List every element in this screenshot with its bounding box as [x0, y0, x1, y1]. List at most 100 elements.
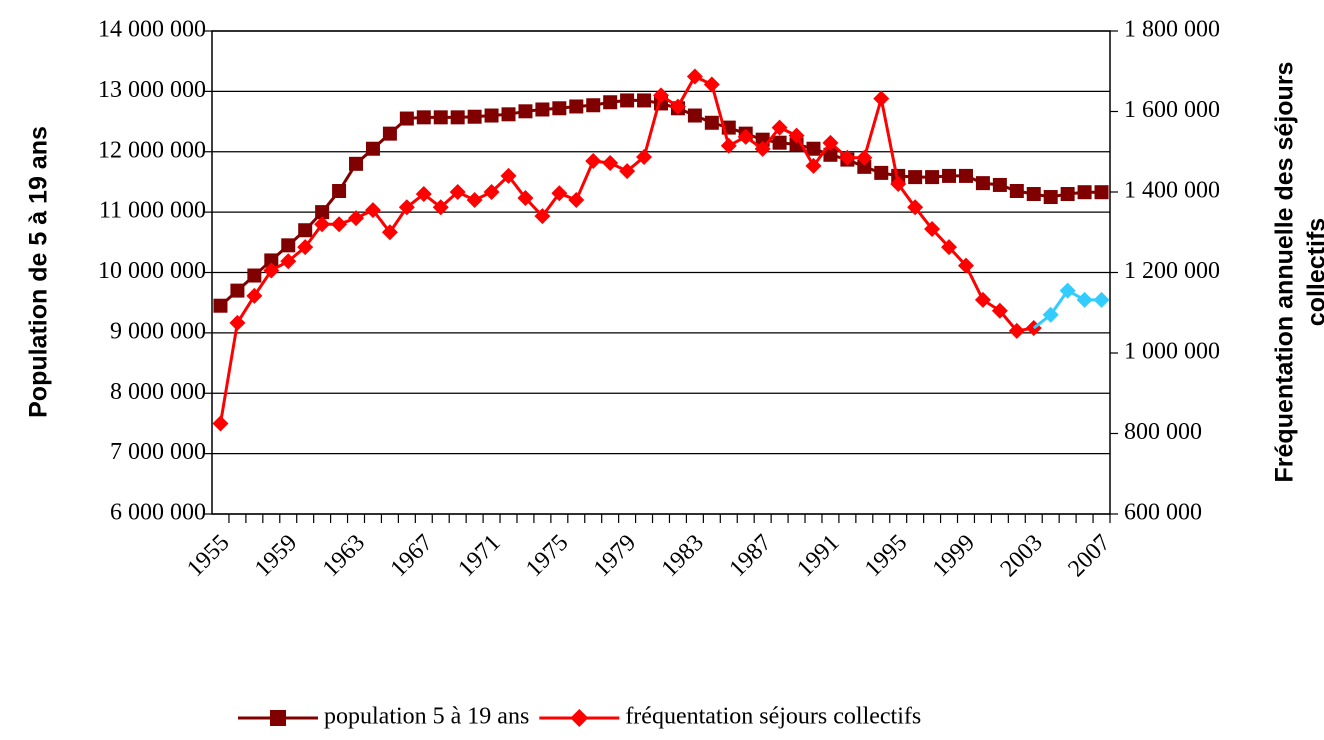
marker — [636, 148, 653, 165]
marker — [873, 90, 890, 107]
marker — [483, 184, 500, 200]
marker — [857, 159, 872, 174]
marker — [382, 126, 397, 141]
legend-marker — [570, 709, 589, 727]
marker — [703, 76, 720, 93]
marker — [805, 157, 822, 174]
legend-marker — [270, 710, 286, 726]
marker — [1009, 183, 1024, 198]
marker — [246, 287, 263, 304]
y-tick-label: 8 000 000 — [110, 379, 206, 405]
marker — [280, 253, 297, 270]
x-tick-label: 1991 — [792, 530, 844, 582]
marker — [315, 205, 330, 220]
marker — [364, 202, 381, 219]
x-tick-label: 1987 — [724, 530, 776, 582]
y-tick-label: 13 000 000 — [98, 77, 206, 103]
marker — [974, 291, 991, 308]
marker — [957, 257, 974, 274]
marker — [992, 177, 1007, 192]
x-tick-label: 1979 — [589, 530, 641, 582]
marker — [1008, 322, 1025, 339]
marker — [399, 111, 414, 126]
marker — [551, 185, 568, 202]
y-tick-label: 14 000 000 — [98, 17, 206, 43]
marker — [281, 238, 296, 253]
series-line — [218, 74, 1034, 424]
x-tick-label: 1983 — [657, 530, 709, 582]
marker — [619, 163, 636, 180]
legend-label: fréquentation séjours collectifs — [625, 704, 921, 730]
marker — [1043, 190, 1058, 205]
marker — [348, 210, 365, 227]
marker — [788, 127, 805, 144]
marker — [518, 104, 533, 119]
marker — [890, 175, 907, 192]
marker — [958, 168, 973, 183]
marker — [620, 93, 635, 108]
x-tick-label: 1971 — [453, 530, 505, 582]
marker — [568, 192, 585, 209]
marker — [653, 87, 669, 104]
marker — [1060, 187, 1075, 202]
y2-tick-label: 1 400 000 — [1124, 178, 1220, 204]
marker — [856, 149, 873, 166]
marker — [687, 108, 702, 123]
y-tick-label: 10 000 000 — [98, 258, 206, 284]
marker — [449, 184, 466, 200]
y2-axis-title: Fréquentation annuelle des séjours — [1271, 62, 1299, 483]
marker — [230, 283, 245, 298]
series-markers — [1042, 282, 1110, 323]
y-axis-title: Population de 5 à 19 ans — [25, 126, 53, 418]
x-tick-label: 1975 — [521, 530, 573, 582]
marker — [942, 168, 957, 183]
y-tick-label: 7 000 000 — [110, 439, 206, 465]
marker — [263, 262, 280, 279]
marker — [229, 314, 246, 331]
marker — [534, 208, 551, 225]
marker — [975, 176, 990, 191]
marker — [586, 98, 601, 113]
marker — [212, 415, 229, 432]
marker — [585, 153, 602, 170]
marker — [569, 99, 584, 114]
marker — [602, 155, 619, 172]
marker — [1059, 282, 1076, 299]
y2-tick-label: 1 000 000 — [1124, 339, 1220, 365]
marker — [907, 199, 924, 216]
x-tick-label: 1955 — [182, 530, 234, 582]
y2-tick-label: 1 800 000 — [1124, 17, 1220, 43]
marker — [754, 140, 771, 157]
marker — [669, 98, 686, 115]
x-tick-label: 1959 — [250, 530, 302, 582]
y2-tick-label: 800 000 — [1124, 419, 1202, 445]
series-markers — [212, 68, 1042, 432]
marker — [603, 95, 618, 110]
marker — [517, 190, 534, 207]
y2-tick-label: 600 000 — [1124, 500, 1202, 526]
marker — [1042, 306, 1059, 323]
marker — [822, 134, 839, 151]
marker — [501, 107, 516, 122]
marker — [874, 165, 889, 180]
x-tick-label: 2003 — [996, 530, 1048, 582]
marker — [991, 302, 1008, 319]
marker — [1094, 185, 1109, 200]
marker — [432, 199, 449, 216]
marker — [806, 141, 821, 156]
marker — [535, 102, 550, 117]
marker — [365, 141, 380, 156]
marker — [1077, 185, 1092, 200]
marker — [637, 93, 652, 108]
marker — [247, 268, 262, 283]
marker — [270, 710, 286, 726]
marker — [500, 167, 517, 184]
x-tick-label: 1995 — [860, 530, 912, 582]
marker — [332, 183, 347, 198]
marker — [704, 115, 719, 130]
marker — [772, 135, 787, 150]
marker — [908, 170, 923, 185]
marker — [398, 199, 415, 216]
legend-label: population 5 à 19 ans — [324, 704, 529, 730]
